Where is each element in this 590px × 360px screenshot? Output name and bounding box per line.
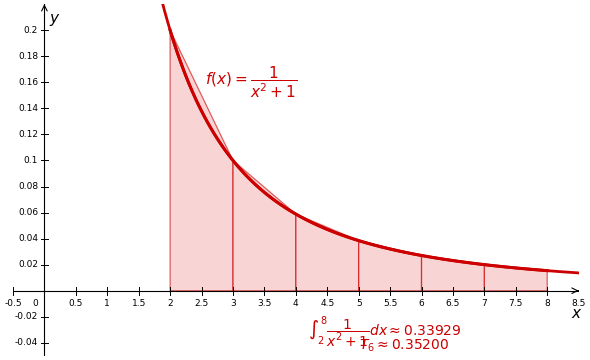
Text: $f(x) = \dfrac{1}{x^2+1}$: $f(x) = \dfrac{1}{x^2+1}$	[205, 64, 297, 100]
Text: 0.06: 0.06	[18, 208, 38, 217]
Polygon shape	[484, 265, 547, 291]
Text: -0.04: -0.04	[15, 338, 38, 347]
Text: 6: 6	[419, 298, 424, 307]
Text: 2.5: 2.5	[195, 298, 209, 307]
Text: 2: 2	[168, 298, 173, 307]
Text: 5: 5	[356, 298, 362, 307]
Text: 6.5: 6.5	[446, 298, 460, 307]
Text: 1: 1	[104, 298, 110, 307]
Polygon shape	[170, 30, 233, 291]
Text: 3.5: 3.5	[257, 298, 271, 307]
Text: x: x	[571, 306, 580, 321]
Text: 0.1: 0.1	[24, 156, 38, 165]
Text: 7: 7	[481, 298, 487, 307]
Text: 4: 4	[293, 298, 299, 307]
Text: 1.5: 1.5	[132, 298, 146, 307]
Text: 3: 3	[230, 298, 236, 307]
Text: 0.14: 0.14	[18, 104, 38, 113]
Text: 8: 8	[545, 298, 550, 307]
Text: y: y	[50, 11, 58, 26]
Text: 8.5: 8.5	[572, 298, 586, 307]
Text: 7.5: 7.5	[509, 298, 523, 307]
Text: 5.5: 5.5	[383, 298, 397, 307]
Polygon shape	[296, 214, 359, 291]
Text: 0.04: 0.04	[18, 234, 38, 243]
Text: 0.16: 0.16	[18, 78, 38, 87]
Text: 0.02: 0.02	[18, 260, 38, 269]
Polygon shape	[359, 240, 421, 291]
Text: 4.5: 4.5	[320, 298, 335, 307]
Polygon shape	[233, 161, 296, 291]
Text: 0: 0	[32, 298, 38, 307]
Text: 0.12: 0.12	[18, 130, 38, 139]
Text: 0.18: 0.18	[18, 52, 38, 61]
Text: 0.5: 0.5	[68, 298, 83, 307]
Polygon shape	[421, 256, 484, 291]
Text: 0.08: 0.08	[18, 182, 38, 191]
Text: -0.5: -0.5	[4, 298, 22, 307]
Text: $\int_2^8 \dfrac{1}{x^2+1}dx \approx 0.33929$: $\int_2^8 \dfrac{1}{x^2+1}dx \approx 0.3…	[309, 315, 461, 350]
Text: 0.2: 0.2	[24, 26, 38, 35]
Text: -0.02: -0.02	[15, 312, 38, 321]
Text: $T_6 \approx 0.35200$: $T_6 \approx 0.35200$	[359, 337, 449, 354]
